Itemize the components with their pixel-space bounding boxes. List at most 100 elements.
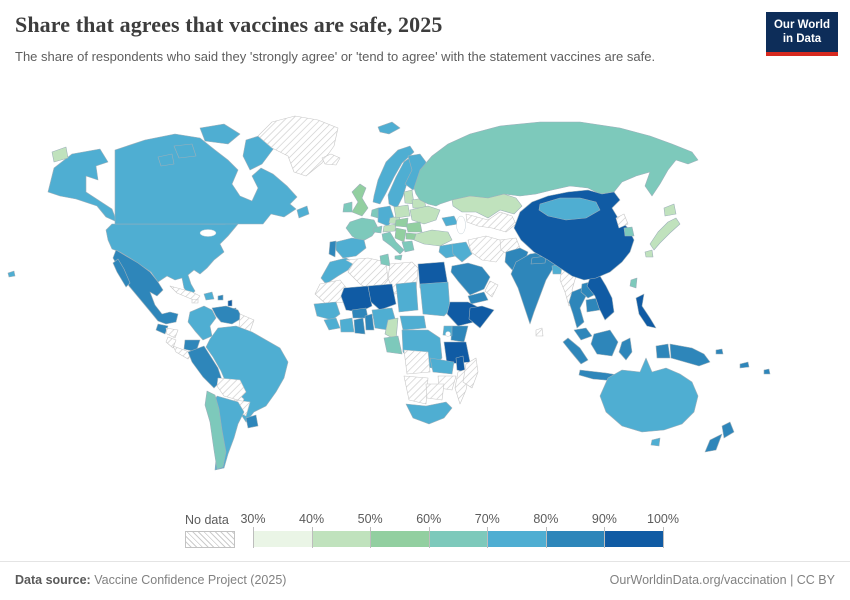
- country-oman[interactable]: [484, 280, 499, 298]
- country-nz[interactable]: [721, 421, 735, 439]
- country-greenland[interactable]: [257, 115, 339, 177]
- country-poland[interactable]: [393, 204, 411, 219]
- country-uk[interactable]: [351, 183, 369, 217]
- country-spain[interactable]: [335, 237, 367, 259]
- country-usa[interactable]: [47, 148, 118, 223]
- country-malaysia[interactable]: [573, 327, 593, 341]
- country-philippines[interactable]: [635, 293, 657, 329]
- attribution-link[interactable]: OurWorldinData.org/vaccination | CC BY: [609, 573, 835, 587]
- country-indonesia[interactable]: [562, 337, 589, 365]
- country-sri_lanka[interactable]: [535, 327, 544, 337]
- country-austria[interactable]: [382, 223, 397, 233]
- country-togo_benin[interactable]: [364, 313, 375, 331]
- country-turkey[interactable]: [413, 229, 453, 247]
- country-mexico[interactable]: [112, 249, 179, 325]
- country-caucasus[interactable]: [441, 215, 459, 227]
- country-italy[interactable]: [381, 231, 405, 255]
- country-honduras[interactable]: [165, 327, 179, 339]
- country-uruguay[interactable]: [245, 414, 259, 429]
- country-sierra_liberia[interactable]: [323, 317, 341, 331]
- country-botswana[interactable]: [425, 383, 445, 401]
- country-benelux[interactable]: [370, 207, 379, 219]
- country-namibia[interactable]: [403, 375, 429, 405]
- country-bolivia[interactable]: [216, 377, 247, 401]
- country-wrangel_island[interactable]: [51, 146, 69, 163]
- country-chad[interactable]: [395, 281, 419, 313]
- country-ireland[interactable]: [342, 201, 353, 213]
- country-hawaii[interactable]: [7, 270, 16, 278]
- country-cote[interactable]: [339, 317, 355, 333]
- country-venezuela[interactable]: [211, 305, 243, 325]
- country-png[interactable]: [669, 343, 711, 367]
- legend-bin-70-80%[interactable]: [487, 531, 546, 547]
- legend-bin-30-40%[interactable]: [253, 531, 312, 547]
- country-lesser_antilles[interactable]: [227, 299, 233, 307]
- country-syria_levant[interactable]: [438, 243, 457, 259]
- country-cuba[interactable]: [169, 285, 201, 302]
- country-fiji[interactable]: [763, 368, 771, 375]
- country-angola[interactable]: [403, 349, 431, 375]
- legend-bin-60-70%[interactable]: [428, 531, 488, 547]
- country-mexico[interactable]: [112, 258, 131, 288]
- country-japan[interactable]: [663, 203, 677, 217]
- country-niger[interactable]: [367, 283, 397, 311]
- legend-bin-50-60%[interactable]: [370, 531, 429, 547]
- country-nepal[interactable]: [530, 255, 547, 265]
- country-zambia[interactable]: [429, 357, 455, 375]
- country-mongolia[interactable]: [538, 197, 601, 221]
- country-car[interactable]: [399, 315, 427, 331]
- country-mali[interactable]: [340, 285, 373, 313]
- country-kenya[interactable]: [450, 325, 469, 343]
- country-sudan[interactable]: [419, 281, 451, 317]
- country-taiwan[interactable]: [629, 277, 638, 289]
- country-nz[interactable]: [704, 433, 723, 453]
- country-colombia[interactable]: [187, 305, 217, 341]
- country-tunisia[interactable]: [379, 253, 391, 267]
- country-vietnam[interactable]: [586, 275, 615, 321]
- country-ghana[interactable]: [353, 317, 366, 335]
- country-kazakhstan[interactable]: [451, 193, 523, 219]
- legend-bin-90-100%[interactable]: [604, 531, 663, 547]
- country-north_korea[interactable]: [615, 213, 629, 229]
- country-switzerland[interactable]: [372, 225, 383, 234]
- country-central_asia[interactable]: [465, 211, 517, 233]
- country-svalbard[interactable]: [377, 121, 401, 135]
- country-saudi[interactable]: [450, 262, 491, 296]
- country-iceland[interactable]: [321, 153, 341, 166]
- country-japan[interactable]: [649, 217, 681, 251]
- world-map[interactable]: [0, 100, 850, 510]
- country-south_africa[interactable]: [405, 401, 453, 425]
- country-indonesia[interactable]: [590, 329, 619, 357]
- country-yemen[interactable]: [467, 291, 489, 305]
- country-hispaniola[interactable]: [203, 291, 215, 301]
- country-australia[interactable]: [599, 357, 699, 433]
- legend-bin-80-90%[interactable]: [545, 531, 605, 547]
- country-canada[interactable]: [173, 143, 197, 159]
- country-new_caledonia[interactable]: [739, 361, 750, 369]
- owid-logo[interactable]: Our World in Data: [766, 12, 838, 56]
- country-balkans[interactable]: [394, 227, 407, 243]
- country-nicaragua[interactable]: [165, 336, 177, 349]
- country-russia[interactable]: [413, 121, 699, 207]
- country-iraq[interactable]: [451, 241, 473, 263]
- country-indonesia[interactable]: [618, 337, 633, 361]
- country-chile[interactable]: [204, 390, 227, 470]
- country-puerto_rico[interactable]: [217, 294, 224, 301]
- country-australia[interactable]: [650, 437, 661, 447]
- country-morocco[interactable]: [320, 257, 355, 285]
- country-png[interactable]: [715, 348, 724, 355]
- legend-bin-40-50%[interactable]: [311, 531, 371, 547]
- no-data-swatch[interactable]: [185, 531, 235, 548]
- country-ukraine[interactable]: [409, 205, 441, 225]
- country-portugal[interactable]: [328, 240, 337, 258]
- country-guatemala[interactable]: [155, 323, 169, 335]
- country-france[interactable]: [345, 217, 379, 243]
- country-italy[interactable]: [394, 254, 403, 261]
- country-canada[interactable]: [157, 153, 175, 167]
- country-greece[interactable]: [401, 240, 415, 253]
- country-gabon_congo[interactable]: [383, 335, 403, 355]
- country-norway[interactable]: [372, 145, 415, 205]
- country-jamaica[interactable]: [191, 298, 199, 304]
- country-canada[interactable]: [296, 205, 310, 219]
- country-iran[interactable]: [467, 235, 505, 263]
